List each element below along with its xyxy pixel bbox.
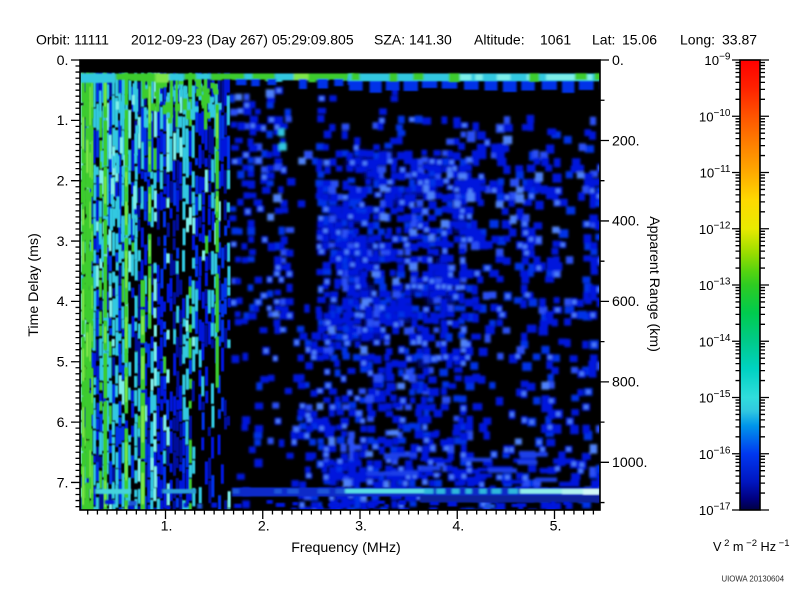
svg-text:4.: 4. [452,519,464,535]
svg-text:5.: 5. [550,519,562,535]
svg-text:15.06: 15.06 [622,32,657,48]
svg-text:Apparent Range (km): Apparent Range (km) [646,216,662,352]
svg-text:2012-09-23 (Day 267) 05:29:09.: 2012-09-23 (Day 267) 05:29:09.805 [131,32,354,48]
svg-text:2.: 2. [258,519,270,535]
svg-text:Orbit: 11111: Orbit: 11111 [36,32,109,48]
svg-text:4.: 4. [57,294,69,310]
svg-text:0.: 0. [57,53,69,69]
svg-text:V 2 m −2 Hz −1: V 2 m −2 Hz −1 [713,538,790,554]
svg-text:1.: 1. [161,519,173,535]
svg-text:7.: 7. [57,475,69,491]
svg-text:SZA: 141.30: SZA: 141.30 [374,32,452,48]
svg-text:0.: 0. [612,53,624,69]
svg-text:600.: 600. [612,294,640,310]
svg-text:UIOWA 20130604: UIOWA 20130604 [722,575,785,584]
svg-text:Long:: Long: [680,32,715,48]
svg-text:800.: 800. [612,375,640,391]
svg-text:5.: 5. [57,355,69,371]
svg-text:Time Delay (ms): Time Delay (ms) [26,233,42,337]
svg-text:33.87: 33.87 [722,32,757,48]
svg-text:3.: 3. [355,519,367,535]
svg-text:Frequency (MHz): Frequency (MHz) [291,540,401,556]
svg-text:200.: 200. [612,133,640,149]
svg-text:6.: 6. [57,415,69,431]
svg-text:400.: 400. [612,214,640,230]
svg-text:3.: 3. [57,234,69,250]
svg-text:1.: 1. [57,113,69,129]
svg-text:Lat:: Lat: [592,32,615,48]
svg-text:1061: 1061 [540,32,571,48]
svg-text:Altitude:: Altitude: [474,32,525,48]
svg-text:2.: 2. [57,174,69,190]
svg-text:1000.: 1000. [612,455,648,471]
